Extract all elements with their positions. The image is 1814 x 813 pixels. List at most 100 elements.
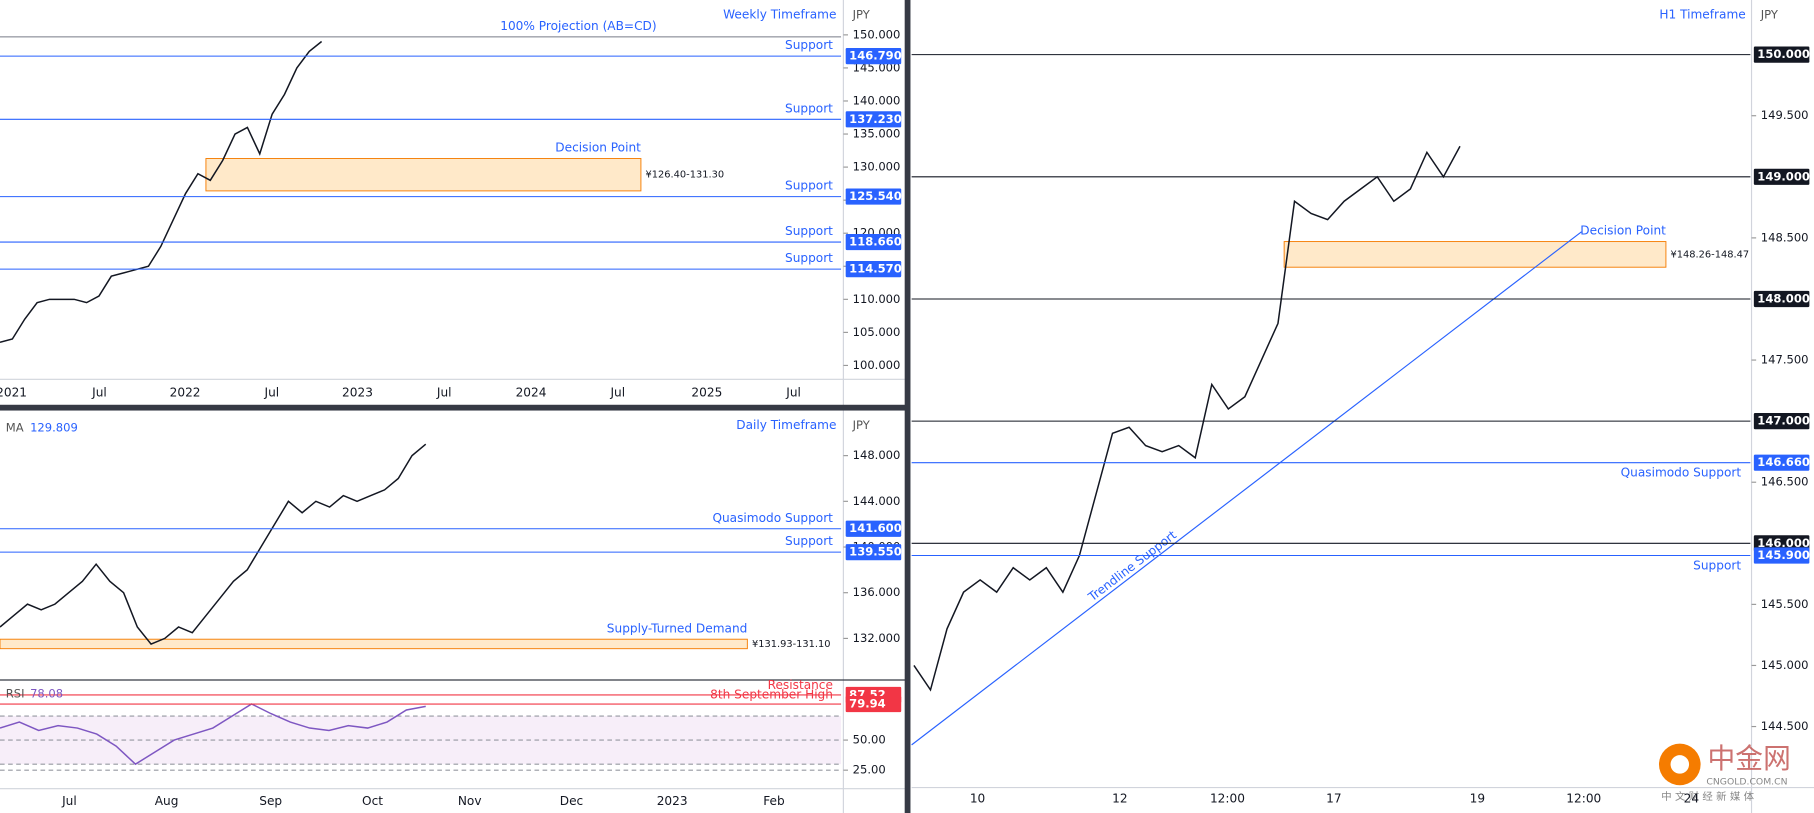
y-tick-label: 130.000 [853, 160, 901, 174]
price-box [845, 261, 902, 278]
zone-label: ¥148.26-148.47 [1671, 249, 1750, 260]
y-tick-label: 146.500 [1761, 475, 1809, 489]
price-line [0, 443, 427, 646]
price-box [1753, 547, 1810, 564]
y-tick-label: 132.000 [853, 631, 901, 645]
price-box-label: 148.000 [1757, 291, 1810, 305]
y-tick-label: 145.000 [1761, 658, 1809, 672]
level-name: Support [785, 179, 833, 193]
x-tick-label: Dec [560, 794, 583, 808]
x-tick-label: Jul [785, 386, 801, 400]
y-tick-label: 136.000 [853, 585, 901, 599]
x-tick-label: 2022 [170, 386, 201, 400]
y-tick-label: 135.000 [853, 127, 901, 141]
x-tick-label: Oct [362, 794, 383, 808]
zone [0, 638, 748, 650]
price-box-label: 137.230 [849, 112, 902, 126]
price-box [845, 111, 902, 128]
watermark: 中金网 CNGOLD.COM.CN 中 文 财 经 新 媒 体 [1658, 742, 1791, 803]
watermark-site: CNGOLD.COM.CN [1706, 776, 1787, 787]
y-tick-label: 147.500 [1761, 353, 1809, 367]
x-tick-label: 12 [1112, 792, 1127, 806]
zone-label: ¥131.93-131.10 [752, 639, 831, 650]
price-box [1753, 46, 1810, 63]
zone [1283, 241, 1667, 268]
pane-separator [904, 0, 911, 813]
price-box [845, 695, 902, 713]
price-box-label: 114.570 [849, 262, 902, 276]
indicator-name: MA [6, 420, 24, 434]
price-box-label: 141.600 [849, 521, 902, 535]
price-box [845, 233, 902, 251]
level-name: Quasimodo Support [1621, 466, 1742, 480]
y-tick-label: 144.500 [1761, 719, 1809, 733]
pane-title: Weekly Timeframe [723, 8, 836, 22]
axis-unit: JPY [1760, 8, 1779, 22]
price-box-label: 146.790 [849, 49, 902, 63]
y-tick-label: 144.000 [853, 494, 901, 508]
y-tick-label: 110.000 [853, 292, 901, 306]
level-name: 100% Projection (AB=CD) [500, 19, 656, 33]
price-box-label: 139.550 [849, 545, 902, 559]
level-name: Quasimodo Support [712, 511, 833, 525]
axis-unit: JPY [852, 418, 871, 432]
y-tick-label: 105.000 [853, 325, 901, 339]
y-tick-label: 145.500 [1761, 597, 1809, 611]
pane-title: H1 Timeframe [1659, 8, 1745, 22]
zone-name: Decision Point [555, 141, 641, 155]
x-tick-label: Sep [259, 794, 282, 808]
price-box-label: 118.660 [849, 235, 902, 249]
price-line [913, 145, 1461, 692]
y-tick-label: 50.00 [853, 733, 886, 747]
price-line [0, 703, 426, 766]
price-box-label: 145.900 [1757, 548, 1810, 562]
watermark-name: 中金网 [1708, 742, 1791, 775]
price-box-label: 79.94 [849, 697, 886, 711]
level-name: Support [785, 224, 833, 238]
price-box-label: 147.000 [1757, 414, 1810, 428]
watermark-slogan: 中 文 财 经 新 媒 体 [1661, 790, 1754, 803]
y-tick-label: 148.000 [853, 448, 901, 462]
x-tick-label: 2021 [0, 386, 27, 400]
trendline [911, 231, 1582, 746]
x-tick-label: Jul [609, 386, 625, 400]
indicator-value: 129.809 [30, 420, 78, 434]
zone-name: Supply-Turned Demand [607, 621, 748, 635]
price-box [845, 544, 902, 561]
y-tick-label: 140.000 [853, 93, 901, 107]
level-name: Support [785, 534, 833, 548]
x-tick-label: 17 [1326, 792, 1341, 806]
price-line [0, 40, 323, 344]
x-tick-label: 2023 [657, 794, 688, 808]
zone-label: ¥126.40-131.30 [646, 170, 725, 181]
price-box [1753, 413, 1810, 430]
price-box [845, 520, 902, 537]
x-tick-label: Aug [155, 794, 179, 808]
level-name: 8th September High [710, 687, 833, 701]
x-tick-label: 10 [970, 792, 985, 806]
x-tick-label: Jul [61, 794, 77, 808]
x-tick-label: Jul [436, 386, 452, 400]
pane-title: Daily Timeframe [736, 418, 836, 432]
y-tick-label: 148.500 [1761, 230, 1809, 244]
pane-separator [0, 404, 907, 411]
x-tick-label: Feb [763, 794, 785, 808]
price-box-label: 149.000 [1757, 169, 1810, 183]
level-name: Support [785, 101, 833, 115]
zone-name: Decision Point [1580, 224, 1666, 238]
price-box-label: 125.540 [849, 189, 902, 203]
x-tick-label: 2023 [342, 386, 373, 400]
y-tick-label: 149.500 [1761, 108, 1809, 122]
price-box [1753, 290, 1810, 308]
y-tick-label: 150.000 [853, 27, 901, 41]
indicator-name: RSI [6, 686, 25, 700]
price-box-label: 146.660 [1757, 455, 1810, 469]
price-box [1753, 168, 1810, 185]
level-name: Support [1693, 558, 1741, 572]
price-box [845, 47, 902, 65]
price-box [1753, 454, 1810, 471]
watermark-logo [1670, 755, 1690, 774]
x-tick-label: 12:00 [1210, 792, 1245, 806]
zone [205, 158, 642, 192]
